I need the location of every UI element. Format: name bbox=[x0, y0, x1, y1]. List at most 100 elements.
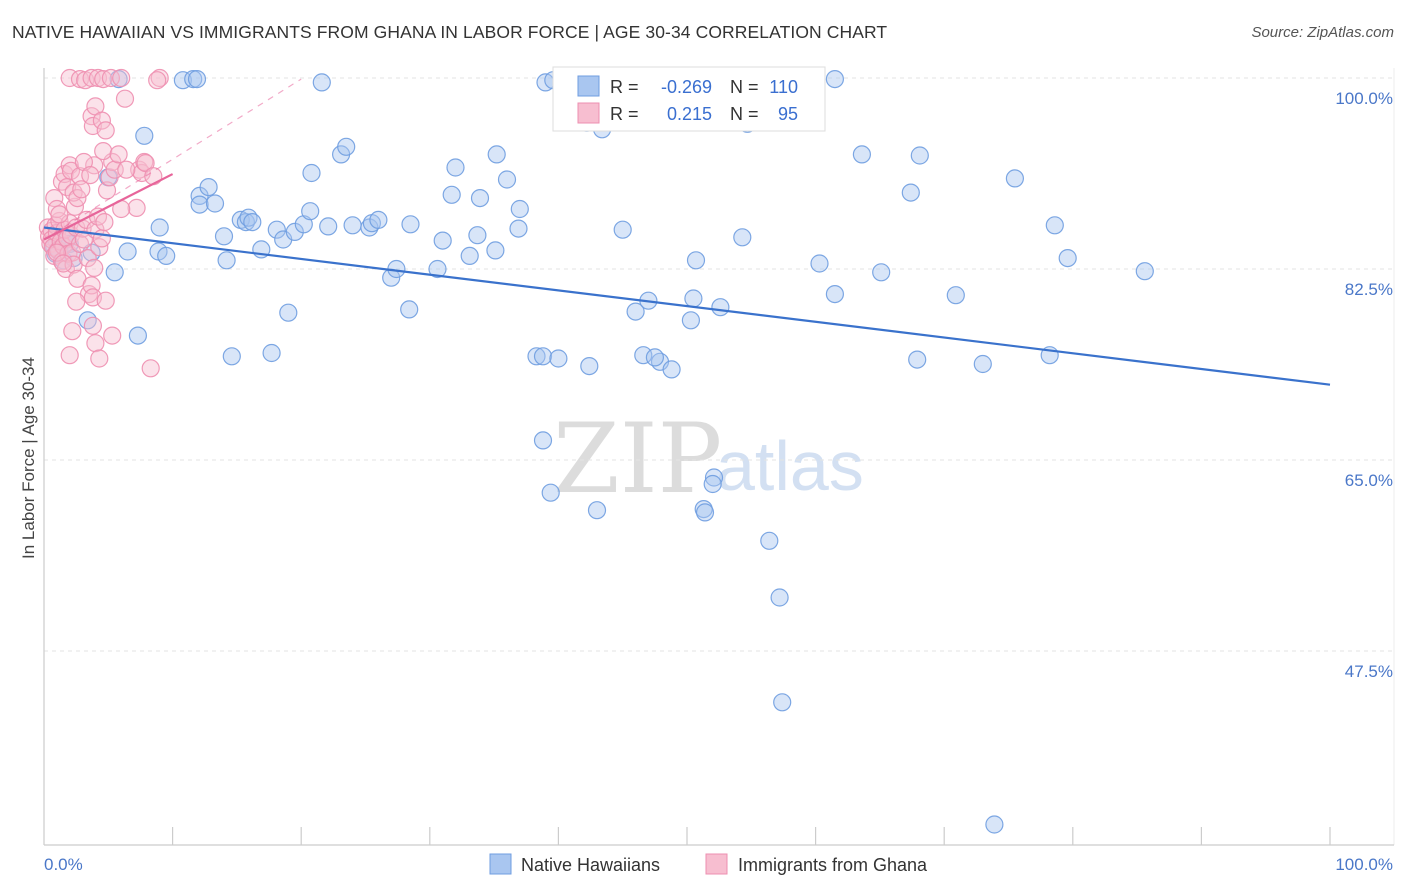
trend-line-ghana-extension bbox=[43, 78, 302, 241]
native-hawaiians-point bbox=[770, 588, 789, 607]
immigrants-from-ghana-point bbox=[112, 68, 131, 88]
chart-title: NATIVE HAWAIIAN VS IMMIGRANTS FROM GHANA… bbox=[12, 22, 888, 42]
native-hawaiians-point bbox=[319, 217, 338, 236]
immigrants-from-ghana-point bbox=[74, 230, 94, 249]
trend-line-native-hawaiians bbox=[43, 226, 1331, 386]
x-tick-label: 0.0% bbox=[44, 855, 83, 874]
native-hawaiians-point bbox=[187, 69, 207, 89]
y-tick-label: 47.5% bbox=[1345, 662, 1393, 681]
immigrants-from-ghana-point bbox=[67, 292, 86, 311]
native-hawaiians-point bbox=[267, 220, 286, 239]
native-hawaiians-point bbox=[468, 226, 487, 245]
immigrants-from-ghana-point bbox=[141, 359, 160, 378]
native-hawaiians-point bbox=[704, 468, 724, 487]
native-hawaiians-point bbox=[302, 163, 321, 183]
stats-swatch-blue bbox=[577, 75, 600, 97]
native-hawaiians-point bbox=[217, 251, 236, 270]
native-hawaiians-point bbox=[733, 228, 752, 247]
native-hawaiians-point bbox=[105, 263, 124, 282]
native-hawaiians-point bbox=[703, 474, 722, 494]
immigrants-from-ghana-point bbox=[150, 68, 169, 88]
immigrants-from-ghana-point bbox=[96, 121, 115, 140]
legend-label-immigrants-from-ghana: Immigrants from Ghana bbox=[738, 855, 928, 875]
native-hawaiians-point bbox=[686, 251, 706, 270]
native-hawaiians-point bbox=[662, 360, 681, 379]
immigrants-from-ghana-point bbox=[95, 213, 114, 232]
immigrants-from-ghana-point bbox=[92, 111, 112, 130]
native-hawaiians-point bbox=[446, 158, 465, 177]
native-hawaiians-point bbox=[401, 215, 420, 234]
native-hawaiians-point bbox=[294, 215, 313, 234]
native-hawaiians-point bbox=[1058, 249, 1077, 268]
native-hawaiians-point bbox=[135, 126, 154, 145]
native-hawaiians-point bbox=[533, 347, 553, 366]
native-hawaiians-point bbox=[549, 349, 568, 368]
native-hawaiians-point bbox=[541, 483, 560, 502]
native-hawaiians-point bbox=[852, 145, 872, 164]
native-hawaiians-point bbox=[433, 231, 452, 250]
stats-r-label-pink: R = bbox=[610, 104, 639, 124]
immigrants-from-ghana-point bbox=[82, 107, 101, 126]
native-hawaiians-point bbox=[78, 311, 97, 330]
stats-swatch-pink bbox=[577, 102, 600, 124]
y-tick-label: 65.0% bbox=[1345, 471, 1393, 490]
immigrants-from-ghana-point bbox=[115, 89, 135, 108]
series-immigrants-from-ghana-points bbox=[38, 68, 169, 378]
immigrants-from-ghana-point bbox=[78, 249, 97, 268]
y-tick-label: 82.5% bbox=[1345, 280, 1393, 299]
stats-n-label-blue: N = bbox=[730, 77, 759, 97]
immigrants-from-ghana-point bbox=[47, 243, 67, 262]
native-hawaiians-point bbox=[908, 350, 927, 369]
native-hawaiians-point bbox=[442, 185, 461, 204]
immigrants-from-ghana-point bbox=[85, 156, 104, 175]
immigrants-from-ghana-point bbox=[117, 160, 136, 179]
native-hawaiians-point bbox=[118, 242, 137, 261]
immigrants-from-ghana-point bbox=[50, 205, 69, 224]
native-hawaiians-point bbox=[205, 194, 225, 213]
immigrants-from-ghana-point bbox=[127, 198, 146, 217]
native-hawaiians-point bbox=[190, 195, 209, 214]
native-hawaiians-point bbox=[825, 69, 845, 89]
native-hawaiians-point bbox=[613, 220, 632, 239]
native-hawaiians-point bbox=[184, 69, 203, 89]
native-hawaiians-point bbox=[626, 302, 645, 321]
native-hawaiians-point bbox=[487, 145, 506, 164]
native-hawaiians-point bbox=[634, 346, 653, 365]
watermark: ZIP atlas bbox=[553, 403, 864, 515]
immigrants-from-ghana-point bbox=[101, 68, 121, 88]
immigrants-from-ghana-point bbox=[148, 71, 167, 90]
y-tick-labels: 100.0% 82.5% 65.0% 47.5% bbox=[1335, 89, 1393, 681]
native-hawaiians-point bbox=[580, 357, 599, 376]
native-hawaiians-point bbox=[773, 693, 792, 712]
native-hawaiians-point bbox=[760, 531, 779, 550]
native-hawaiians-point bbox=[150, 218, 169, 237]
native-hawaiians-point bbox=[510, 199, 529, 219]
native-hawaiians-point bbox=[222, 347, 241, 366]
native-hawaiians-point bbox=[460, 246, 479, 265]
immigrants-from-ghana-point bbox=[74, 152, 94, 172]
native-hawaiians-point bbox=[695, 503, 715, 522]
native-hawaiians-point bbox=[369, 210, 388, 229]
watermark-atlas: atlas bbox=[716, 427, 864, 505]
native-hawaiians-point bbox=[533, 431, 553, 450]
legend-swatch-native-hawaiians bbox=[489, 853, 512, 875]
trend-line-immigrants-from-ghana bbox=[43, 173, 174, 241]
native-hawaiians-point bbox=[279, 303, 298, 322]
native-hawaiians-point bbox=[337, 137, 356, 156]
native-hawaiians-point bbox=[825, 285, 845, 304]
legend: Native Hawaiians Immigrants from Ghana bbox=[489, 853, 928, 875]
native-hawaiians-point bbox=[872, 263, 891, 282]
native-hawaiians-point bbox=[428, 259, 447, 279]
immigrants-from-ghana-point bbox=[144, 167, 163, 186]
native-hawaiians-point bbox=[1135, 262, 1154, 281]
stats-r-value-blue: -0.269 bbox=[661, 77, 712, 97]
watermark-zip: ZIP bbox=[553, 403, 722, 515]
native-hawaiians-point bbox=[343, 216, 362, 235]
chart-source: Source: ZipAtlas.com bbox=[1251, 24, 1394, 41]
native-hawaiians-point bbox=[400, 300, 419, 319]
immigrants-from-ghana-point bbox=[96, 291, 115, 310]
immigrants-from-ghana-point bbox=[135, 152, 154, 172]
x-tick-labels: 0.0% 100.0% bbox=[44, 855, 1393, 874]
immigrants-from-ghana-point bbox=[72, 180, 91, 199]
